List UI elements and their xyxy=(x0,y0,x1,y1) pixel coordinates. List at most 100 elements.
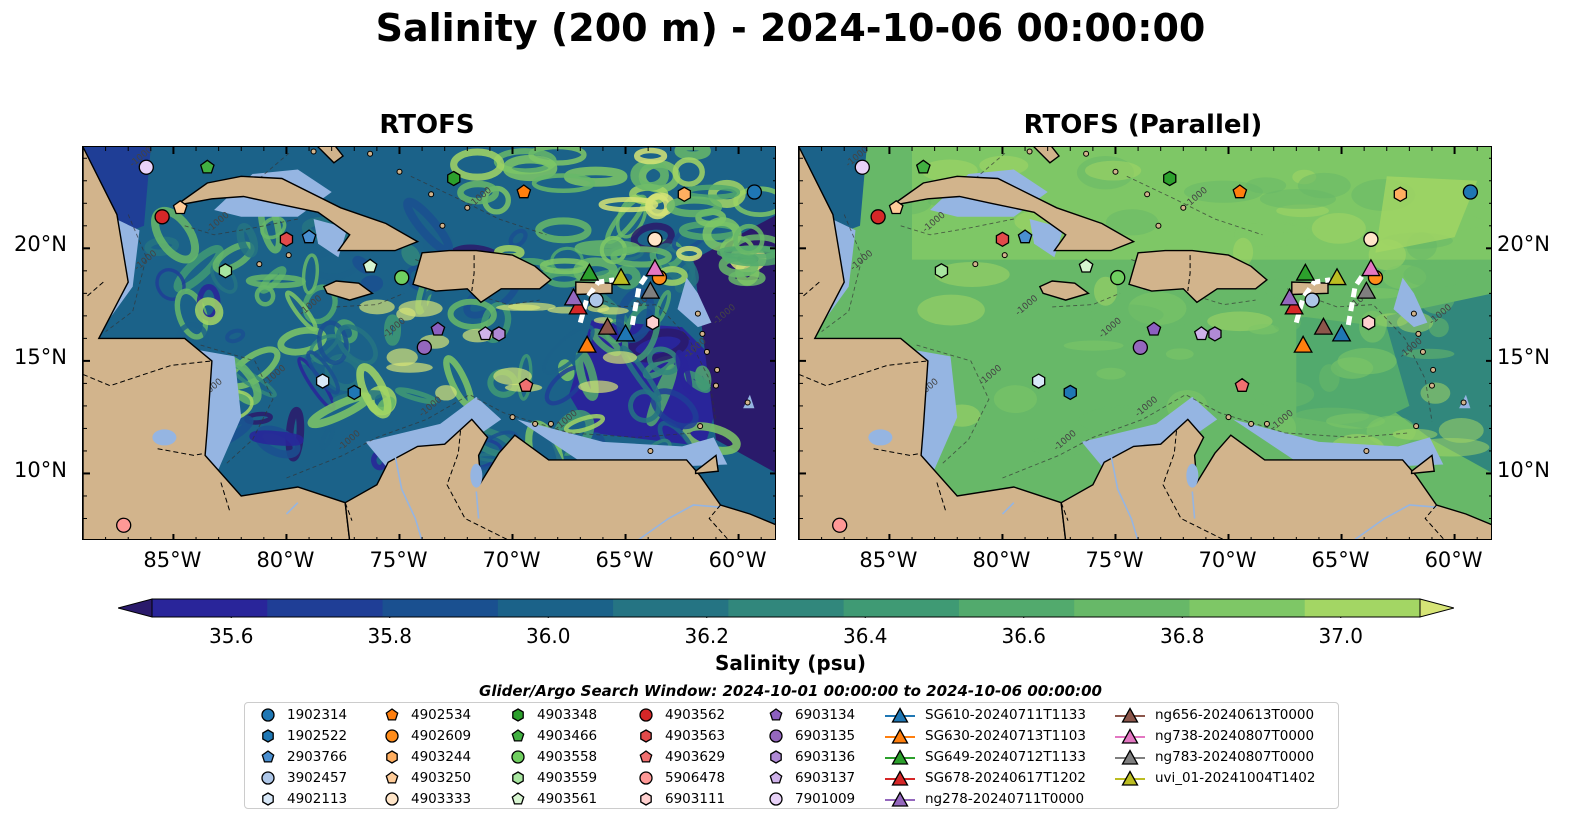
map-marker-ng278-20240711T0000[interactable] xyxy=(563,287,584,306)
map-marker-2903766[interactable] xyxy=(1017,229,1033,244)
map-marker-3902457[interactable] xyxy=(1304,292,1320,308)
panel-title-rtofs: RTOFS xyxy=(379,110,475,140)
map-marker-7901009[interactable] xyxy=(138,159,154,175)
triangle-marker-icon xyxy=(885,770,915,786)
map-marker-4902113[interactable] xyxy=(1031,373,1046,389)
map-marker-6903111[interactable] xyxy=(645,314,660,331)
map-marker-4903558[interactable] xyxy=(394,269,410,286)
circle-marker-icon xyxy=(769,729,783,743)
map-marker-6903137[interactable] xyxy=(477,326,493,341)
map-marker-1902522[interactable] xyxy=(1063,384,1077,401)
map-marker-ng738-20240807T0000[interactable] xyxy=(1361,258,1381,277)
map-marker-SG630-20240713T1103[interactable] xyxy=(577,335,597,353)
map-marker-6903135[interactable] xyxy=(416,339,432,356)
map-marker-4903558[interactable] xyxy=(1110,269,1126,286)
legend-item-4903558: 4903558 xyxy=(509,747,597,767)
map-panel-rtofs[interactable]: -1000 -1000 -1000 -1000 -1000 -1000 -1000 -1000… xyxy=(82,146,776,540)
lon-label-80W-panel1: 80°W xyxy=(256,548,315,572)
map-marker-6903134[interactable] xyxy=(430,321,446,336)
map-marker-4903562[interactable] xyxy=(870,209,886,225)
map-marker-4902534[interactable] xyxy=(1232,184,1248,199)
lat-label-20n-right: 20°N xyxy=(1497,232,1550,256)
map-marker-1902314[interactable] xyxy=(746,184,763,200)
map-marker-4903466[interactable] xyxy=(915,159,931,174)
map-marker-4903244[interactable] xyxy=(677,186,692,203)
legend-item-3902457: 3902457 xyxy=(259,768,347,788)
map-marker-5906478[interactable] xyxy=(832,517,848,533)
map-marker-SG678-20240617T1202[interactable] xyxy=(568,296,588,315)
map-marker-3902457[interactable] xyxy=(588,292,604,308)
lon-label-60W-panel2: 60°W xyxy=(1424,548,1483,572)
map-marker-4903559[interactable] xyxy=(934,263,949,279)
legend-item-label: ng656-20240613T0000 xyxy=(1155,707,1315,723)
legend-item-label: 6903111 xyxy=(665,791,726,807)
map-marker-SG649-20240712T1133[interactable] xyxy=(1295,262,1316,281)
map-marker-5906478[interactable] xyxy=(116,517,132,533)
map-marker-4903250[interactable] xyxy=(172,200,188,215)
map-marker-6903137[interactable] xyxy=(1193,326,1209,341)
map-marker-2903766[interactable] xyxy=(301,229,317,244)
map-marker-ng783-20240807T0000[interactable] xyxy=(1356,281,1377,299)
legend-item-label: uvi_01-20241004T1402 xyxy=(1155,770,1316,786)
colorbar-segment xyxy=(843,599,960,617)
legend-item-4903561: 4903561 xyxy=(509,789,597,809)
map-marker-ng656-20240613T0000[interactable] xyxy=(1313,317,1334,335)
map-marker-4903244[interactable] xyxy=(1393,186,1408,203)
legend-item-label: 4903561 xyxy=(537,791,598,807)
map-marker-SG610-20240711T1133[interactable] xyxy=(615,323,636,342)
legend-title: Glider/Argo Search Window: 2024-10-01 00… xyxy=(479,682,1102,700)
legend-item-7901009: 7901009 xyxy=(767,789,855,809)
map-marker-4903333[interactable] xyxy=(647,231,663,247)
map-marker-1902522[interactable] xyxy=(347,384,361,401)
map-marker-ng738-20240807T0000[interactable] xyxy=(645,258,665,277)
legend-item-6903137: 6903137 xyxy=(767,768,855,788)
map-marker-1902314[interactable] xyxy=(1462,184,1479,200)
map-marker-4903629[interactable] xyxy=(1234,377,1250,392)
salinity-map-base: -1000-1000-1000-1000-1000-1000-1000-1000… xyxy=(83,147,775,539)
lon-label-65W-panel2: 65°W xyxy=(1311,548,1370,572)
map-marker-SG630-20240713T1103[interactable] xyxy=(1293,335,1313,353)
map-marker-ng656-20240613T0000[interactable] xyxy=(597,317,618,335)
map-marker-4903562[interactable] xyxy=(154,209,170,225)
lon-label-80W-panel2: 80°W xyxy=(972,548,1031,572)
pentagon-marker-icon xyxy=(511,729,525,742)
legend-item-label: 4903563 xyxy=(665,728,726,744)
hexagon-marker-icon xyxy=(262,729,274,743)
map-marker-4903250[interactable] xyxy=(888,200,904,215)
map-marker-6903136[interactable] xyxy=(492,326,506,342)
legend-item-4903559: 4903559 xyxy=(509,768,597,788)
map-marker-4903563[interactable] xyxy=(279,231,294,248)
map-marker-4903348[interactable] xyxy=(1163,170,1177,187)
map-marker-4902113[interactable] xyxy=(315,373,330,389)
map-marker-4903559[interactable] xyxy=(218,263,233,279)
map-marker-4903561[interactable] xyxy=(1078,258,1094,273)
map-marker-uvi_01-20241004T1402[interactable] xyxy=(1327,267,1347,286)
map-marker-4903629[interactable] xyxy=(518,377,534,392)
map-marker-SG610-20240711T1133[interactable] xyxy=(1331,323,1352,342)
map-panel-rtofs-parallel[interactable]: -1000 -1000 -1000 -1000 -1000 -1000 -1000 -1000… xyxy=(798,146,1492,540)
map-marker-4903561[interactable] xyxy=(362,258,378,273)
map-marker-6903134[interactable] xyxy=(1146,321,1162,336)
lat-label-15n-left: 15°N xyxy=(14,345,67,369)
colorbar-segment xyxy=(1189,599,1306,617)
pentagon-marker-icon xyxy=(639,750,653,763)
map-marker-ng783-20240807T0000[interactable] xyxy=(640,281,661,299)
map-marker-4902534[interactable] xyxy=(516,184,532,199)
map-marker-4903466[interactable] xyxy=(199,159,215,174)
circle-marker-icon xyxy=(385,729,399,743)
map-marker-SG649-20240712T1133[interactable] xyxy=(579,262,600,281)
map-marker-uvi_01-20241004T1402[interactable] xyxy=(611,267,631,286)
map-marker-4903348[interactable] xyxy=(447,170,461,187)
map-marker-6903111[interactable] xyxy=(1361,314,1376,331)
lon-label-65W-panel1: 65°W xyxy=(595,548,654,572)
map-marker-SG678-20240617T1202[interactable] xyxy=(1284,296,1304,315)
map-marker-4903333[interactable] xyxy=(1363,231,1379,247)
map-marker-ng278-20240711T0000[interactable] xyxy=(1279,287,1300,306)
map-marker-6903136[interactable] xyxy=(1208,326,1222,342)
legend-item-4903348: 4903348 xyxy=(509,705,597,725)
legend-item-ng656-20240613T0000: ng656-20240613T0000 xyxy=(1115,705,1314,725)
hexagon-marker-icon xyxy=(386,750,398,764)
map-marker-4903563[interactable] xyxy=(995,231,1010,248)
map-marker-7901009[interactable] xyxy=(854,159,870,175)
map-marker-6903135[interactable] xyxy=(1132,339,1148,356)
